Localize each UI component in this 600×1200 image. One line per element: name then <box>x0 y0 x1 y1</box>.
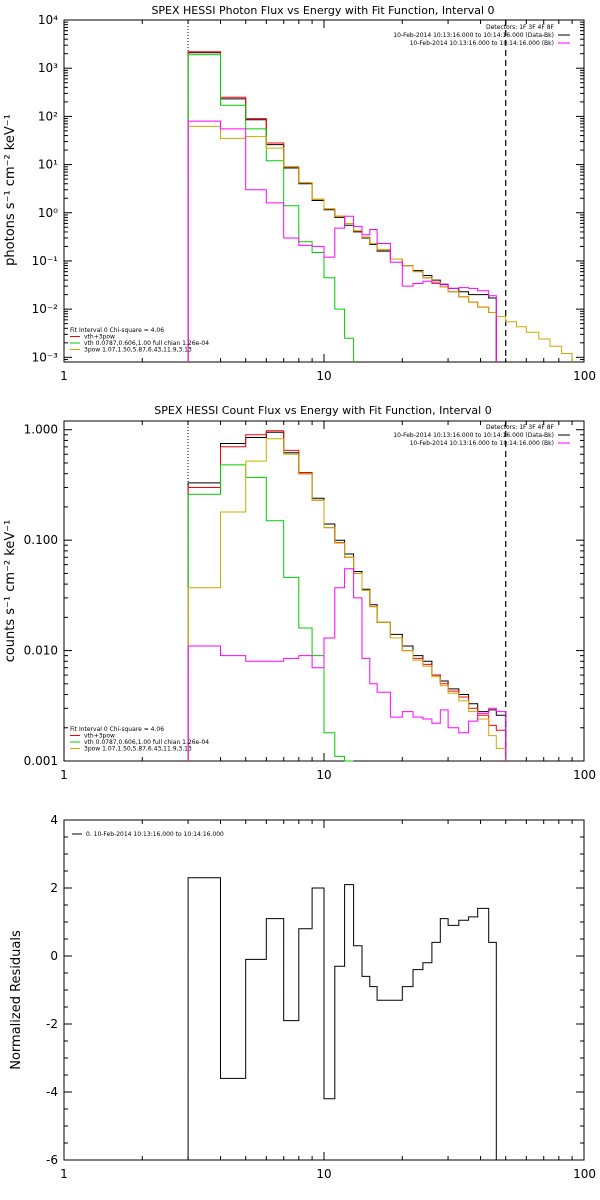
x-tick-label: 10 <box>316 768 331 782</box>
legend-text: Detectors: 1F 3F 4F 8F <box>486 24 555 31</box>
y-tick-label: 0.100 <box>24 533 58 547</box>
y-tick-label: 10⁻¹ <box>32 254 59 268</box>
series-residuals <box>187 877 497 1160</box>
series-3pow <box>187 438 507 761</box>
y-tick-label: 4 <box>50 813 58 827</box>
legend-text: 10-Feb-2014 10:13:16.000 to 10:14:16.000… <box>393 432 554 439</box>
series-vth <box>187 54 355 362</box>
legend-text: 10-Feb-2014 10:13:16.000 to 10:14:16.000… <box>410 40 554 47</box>
x-tick-label: 10 <box>316 1167 331 1181</box>
y-axis-label: Normalized Residuals <box>9 930 24 1070</box>
y-tick-label: 10⁻³ <box>32 350 59 364</box>
y-tick-label: 10⁻² <box>32 302 59 316</box>
legend-text: 10-Feb-2014 10:13:16.000 to 10:14:16.000… <box>410 440 554 447</box>
y-tick-label: 1.000 <box>24 423 58 437</box>
legend-text: 10-Feb-2014 10:13:16.000 to 10:14:16.000… <box>393 32 554 39</box>
x-tick-label: 100 <box>573 369 596 383</box>
y-tick-label: 0.010 <box>24 644 58 658</box>
photon-flux-panel: SPEX HESSI Photon Flux vs Energy with Fi… <box>3 4 596 383</box>
y-tick-label: 10³ <box>38 61 58 75</box>
y-tick-label: -6 <box>46 1153 58 1167</box>
y-tick-label: -2 <box>46 1017 58 1031</box>
legend-text: vth 0.0787,0.606,1.00 full chian 1.26e-0… <box>84 340 209 347</box>
count-flux-panel: SPEX HESSI Count Flux vs Energy with Fit… <box>3 404 596 782</box>
y-tick-label: 2 <box>50 881 58 895</box>
series-3pow <box>187 125 573 362</box>
residuals-panel: Normalized Residuals 1 10 100 -6 -4 -2 0 2 4 0. 1… <box>9 813 596 1181</box>
chart-title: SPEX HESSI Photon Flux vs Energy with Fi… <box>151 4 494 17</box>
x-tick-label: 1 <box>60 768 68 782</box>
legend-text: vth 0.0787,0.606,1.00 full chian 1.26e-0… <box>84 739 209 746</box>
series-vth-3pow <box>187 430 507 761</box>
series-vth-3pow <box>187 51 497 362</box>
y-tick-label: 10² <box>38 109 58 123</box>
x-tick-label: 100 <box>573 1167 596 1181</box>
y-tick-label: -4 <box>46 1085 58 1099</box>
legend-text: vth+3pow <box>84 733 115 740</box>
legend-text: 3pow 1.07,1.50,5.87,6.43,11.9,3.13 <box>84 347 192 354</box>
legend-text: 0. 10-Feb-2014 10:13:16.000 to 10:14:16.… <box>86 831 224 838</box>
x-tick-label: 100 <box>573 768 596 782</box>
legend-text: Detectors: 1F 3F 4F 8F <box>486 424 555 431</box>
y-tick-label: 10⁰ <box>38 206 58 220</box>
y-tick-label: 10⁴ <box>38 13 58 27</box>
y-axis-label: photons s⁻¹ cm⁻² keV⁻¹ <box>3 114 18 266</box>
y-tick-label: 0.001 <box>24 754 58 768</box>
x-tick-label: 1 <box>60 1167 68 1181</box>
x-tick-label: 10 <box>316 369 331 383</box>
legend-text: vth+3pow <box>84 334 115 341</box>
y-axis-label: counts s⁻¹ cm⁻² keV⁻¹ <box>3 520 18 663</box>
x-tick-label: 1 <box>60 369 68 383</box>
series-data-bk <box>187 52 497 362</box>
series-data-bk <box>187 431 507 761</box>
legend-text: Fit Interval 0 Chi-square = 4.06 <box>70 726 164 733</box>
chart-title: SPEX HESSI Count Flux vs Energy with Fit… <box>154 404 491 417</box>
legend-text: 3pow 1.07,1.50,5.87,6.43,11.9,3.13 <box>84 746 192 753</box>
y-tick-label: 0 <box>50 949 58 963</box>
y-tick-label: 10¹ <box>38 158 58 172</box>
series-vth <box>187 464 354 762</box>
series-bk <box>187 568 507 761</box>
series-bk <box>187 120 497 362</box>
legend-text: Fit Interval 0 Chi-square = 4.06 <box>70 327 164 334</box>
